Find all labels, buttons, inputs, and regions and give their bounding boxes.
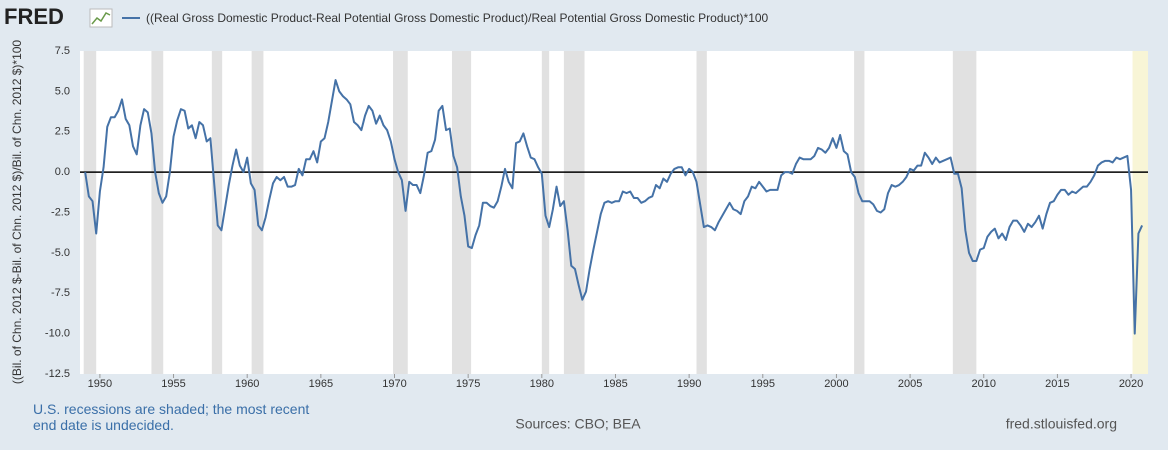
x-tick-label: 1955 — [161, 378, 185, 390]
x-tick-label: 1995 — [751, 378, 775, 390]
x-tick-label: 1950 — [88, 378, 112, 390]
logo: FRED — [4, 4, 64, 29]
logo-icon — [89, 8, 113, 28]
recession-note: U.S. recessions are shaded; the most rec… — [33, 401, 310, 433]
y-tick-label: -12.5 — [45, 368, 70, 380]
x-tick-label: 1965 — [309, 378, 333, 390]
recession-band — [451, 51, 472, 374]
x-tick-label: 2010 — [972, 378, 996, 390]
series-line — [84, 79, 1144, 335]
x-tick-label: 2005 — [898, 378, 922, 390]
x-tick-label: 1990 — [677, 378, 701, 390]
y-tick-label: 0.0 — [55, 166, 70, 178]
y-tick-label: 5.0 — [55, 85, 70, 97]
x-tick-label: 1975 — [456, 378, 480, 390]
y-tick-label: -7.5 — [51, 287, 70, 299]
site: fred.stlouisfed.org — [1006, 416, 1117, 432]
y-tick-label: 7.5 — [55, 45, 70, 57]
y-tick-label: 2.5 — [55, 126, 70, 138]
x-tick-label: 2020 — [1119, 378, 1143, 390]
x-tick-label: 1980 — [530, 378, 554, 390]
recession-band — [83, 51, 97, 374]
recession-band — [393, 51, 408, 374]
x-tick-label: 1970 — [382, 378, 406, 390]
y-axis-label: ((Bil. of Chn. 2012 $-Bil. of Chn. 2012 … — [10, 40, 24, 385]
y-tick-label: -5.0 — [51, 247, 70, 259]
recession-band — [854, 51, 865, 374]
recession-band — [151, 51, 164, 374]
plot-area — [80, 51, 1148, 374]
sources: Sources: CBO; BEA — [515, 416, 641, 432]
x-tick-label: 1960 — [235, 378, 259, 390]
y-tick-label: -10.0 — [45, 328, 70, 340]
legend-label: ((Real Gross Domestic Product-Real Poten… — [146, 11, 769, 25]
recession-band — [563, 51, 585, 374]
y-tick-label: -2.5 — [51, 206, 70, 218]
x-tick-label: 2015 — [1045, 378, 1069, 390]
x-tick-label: 1985 — [603, 378, 627, 390]
x-tick-label: 2000 — [824, 378, 848, 390]
